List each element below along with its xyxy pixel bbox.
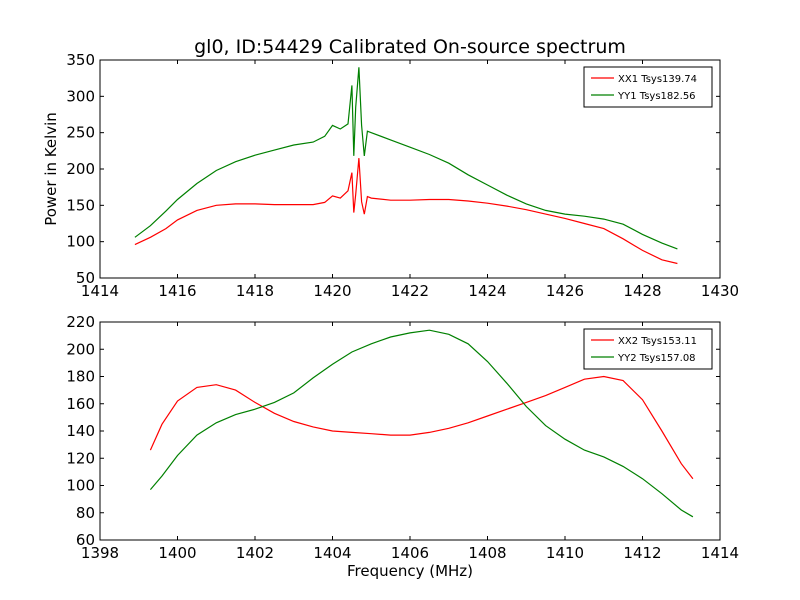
x-tick-label: 1422	[391, 282, 429, 300]
x-tick-label: 1404	[313, 544, 351, 562]
x-tick-label: 1400	[158, 544, 196, 562]
x-tick-label: 1402	[236, 544, 274, 562]
x-tick-label: 1414	[81, 282, 119, 300]
y-tick-label: 100	[66, 477, 95, 495]
legend: XX1 Tsys139.74 YY1 Tsys182.56	[583, 66, 713, 108]
series-line-1	[134, 67, 678, 250]
x-tick-label: 1410	[546, 544, 584, 562]
figure-title: gl0, ID:54429 Calibrated On-source spect…	[194, 36, 626, 58]
bottom-panel: 1398 1400 1402 1404 1406 1408 1410 1412 1414 60 80…	[66, 313, 739, 580]
y-tick-label: 100	[66, 233, 95, 251]
y-tick-label: 140	[66, 422, 95, 440]
x-axis-label: Frequency (MHz)	[347, 562, 473, 580]
legend-label-1: YY2 Tsys157.08	[617, 353, 696, 364]
x-tick-label: 1412	[623, 544, 661, 562]
y-tick-label: 80	[76, 504, 95, 522]
series-line-1	[149, 329, 694, 518]
x-tick-label: 1414	[701, 544, 739, 562]
x-tick-label: 1424	[468, 282, 506, 300]
top-panel: 1414 1416 1418 1420 1422 1424 1426 1428 1430 50 10…	[42, 51, 739, 300]
y-tick-label: 180	[66, 368, 95, 386]
x-tick-label: 1426	[546, 282, 584, 300]
y-tick-label: 120	[66, 449, 95, 467]
y-tick-label: 350	[66, 51, 95, 69]
x-tick-label: 1406	[391, 544, 429, 562]
series-line-0	[149, 375, 694, 480]
legend: XX2 Tsys153.11 YY2 Tsys157.08	[583, 328, 713, 370]
x-tick-label: 1420	[313, 282, 351, 300]
legend-label-1: YY1 Tsys182.56	[617, 91, 696, 102]
legend-label-0: XX2 Tsys153.11	[618, 336, 697, 347]
series-line-0	[134, 158, 678, 265]
y-tick-label: 160	[66, 395, 95, 413]
y-tick-label: 200	[66, 340, 95, 358]
x-tick-label: 1416	[158, 282, 196, 300]
x-tick-label: 1408	[468, 544, 506, 562]
y-tick-label: 300	[66, 87, 95, 105]
y-tick-label: 60	[76, 531, 95, 549]
y-tick-label: 50	[76, 269, 95, 287]
x-tick-label: 1398	[81, 544, 119, 562]
y-axis-label: Power in Kelvin	[42, 112, 60, 226]
x-tick-label: 1418	[236, 282, 274, 300]
y-tick-label: 200	[66, 160, 95, 178]
x-tick-label: 1430	[701, 282, 739, 300]
y-tick-label: 220	[66, 313, 95, 331]
legend-label-0: XX1 Tsys139.74	[618, 74, 697, 85]
legend-box	[583, 66, 713, 108]
x-tick-label: 1428	[623, 282, 661, 300]
y-tick-label: 150	[66, 196, 95, 214]
y-tick-label: 250	[66, 124, 95, 142]
legend-box	[583, 328, 713, 370]
